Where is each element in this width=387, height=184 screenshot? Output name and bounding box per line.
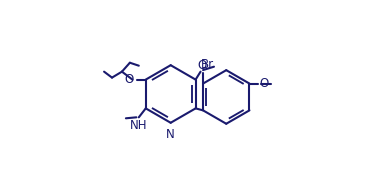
Text: N: N bbox=[166, 128, 175, 141]
Text: Br: Br bbox=[201, 58, 214, 71]
Text: O: O bbox=[259, 77, 268, 90]
Text: O: O bbox=[197, 59, 207, 72]
Text: NH: NH bbox=[130, 119, 147, 132]
Text: O: O bbox=[125, 73, 134, 86]
